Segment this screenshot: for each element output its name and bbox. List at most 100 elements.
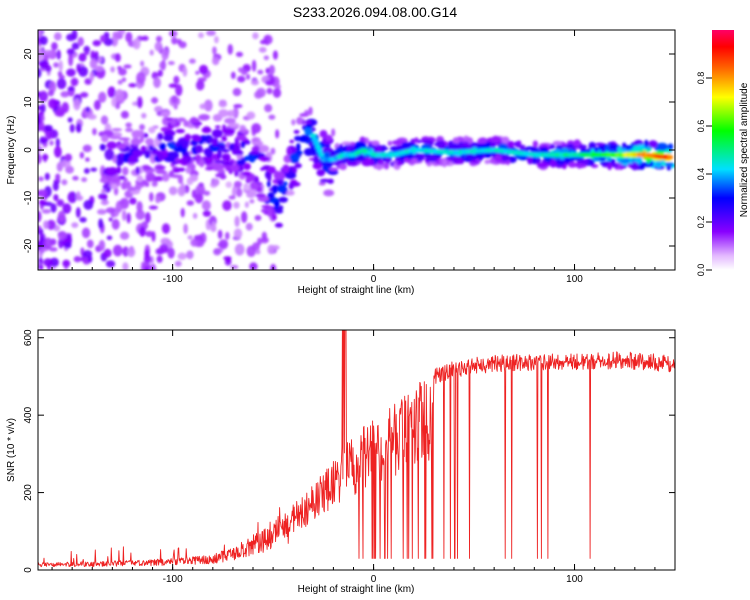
spectrogram-cell — [93, 99, 101, 111]
spectrogram-cell — [191, 134, 201, 140]
spectrogram-cell — [150, 263, 157, 270]
spectrogram-cell — [324, 143, 331, 148]
spectrogram-cell — [195, 184, 206, 195]
spectrogram-cell — [414, 137, 419, 144]
spectrogram-cell — [289, 153, 300, 162]
spectrogram-cell — [48, 98, 58, 109]
spectrogram-cell — [78, 52, 87, 62]
spectrogram-cell — [234, 215, 240, 228]
spectrogram-cell — [565, 143, 575, 150]
colorbar: 0.0 0.2 0.4 0.6 0.8 Normalized spectral ampl… — [696, 30, 750, 276]
spectrogram-cell — [131, 130, 144, 138]
spectrogram-cell — [186, 250, 194, 260]
spectrogram-cell — [272, 87, 282, 98]
spectrogram-ridge-cell — [311, 137, 318, 142]
spectrogram-cell — [224, 231, 230, 240]
spectrogram-cell — [661, 161, 666, 166]
spectrogram-cell — [110, 177, 121, 183]
spectrogram-cell — [100, 199, 110, 206]
spectrogram-cell — [64, 153, 73, 162]
spectrogram-cell — [132, 38, 141, 50]
spectrogram-cell — [50, 203, 57, 213]
spectrogram-cell — [312, 162, 323, 170]
spectrogram-cell — [270, 263, 277, 270]
spectrogram-cell — [38, 30, 42, 39]
spectrogram-cell — [173, 75, 180, 85]
spectrogram-cell — [111, 128, 123, 132]
spectrogram-ridge-cell — [318, 152, 325, 157]
spectrogram-cell — [234, 243, 245, 256]
spectrogram-cell — [316, 169, 326, 177]
spectrogram-cell — [110, 66, 115, 73]
spectrogram-cell — [271, 213, 277, 221]
spectrogram-cell — [211, 221, 216, 232]
spectrogram-cell — [107, 86, 116, 98]
spectrogram-cell — [98, 91, 107, 103]
spectrogram-cell — [274, 209, 284, 214]
spectrogram-cell — [547, 146, 553, 150]
spectrogram-x-ticks: -100 0 100 — [51, 30, 676, 285]
spectrogram-cell — [568, 148, 573, 154]
colorbar-tick-label: 0.8 — [696, 72, 706, 85]
spectrogram-cell — [176, 167, 186, 172]
spectrogram-cell — [38, 90, 48, 102]
spectrogram-cell — [211, 137, 219, 146]
spectrogram-cell — [286, 190, 295, 196]
spectrogram-cell — [38, 210, 42, 223]
spectrogram-cell — [117, 79, 123, 85]
spectrogram-cell — [490, 136, 502, 143]
spectrogram-cell — [148, 205, 158, 210]
spectrogram-cell — [243, 184, 251, 191]
spectrogram-cell — [240, 141, 246, 149]
spectrogram-cell — [221, 153, 229, 161]
spectrogram-cell — [256, 87, 266, 98]
spectrogram-cell — [261, 205, 272, 209]
spectrogram-cell — [229, 164, 240, 172]
spectrogram-cell — [43, 237, 53, 250]
spectrogram-cell — [251, 140, 264, 146]
spectrogram-cell — [325, 134, 333, 142]
spectrogram-cell — [224, 117, 236, 124]
spectrogram-cell — [168, 83, 178, 88]
spectrogram-cell — [157, 69, 163, 77]
spectrogram-cell — [354, 141, 367, 151]
spectrogram-cell — [75, 207, 81, 218]
spectrogram-cell — [55, 137, 61, 148]
spectrogram-cell — [101, 134, 109, 143]
spectrogram-y-ticks: -20 -10 0 10 20 — [23, 48, 675, 253]
spectrogram-cell — [155, 196, 161, 204]
spectrogram-cell — [211, 129, 223, 138]
spectrogram-cell — [145, 175, 152, 182]
spectrogram-cell — [228, 122, 240, 128]
spectrogram-cell — [246, 245, 256, 257]
spectrogram-cell — [318, 181, 326, 186]
spectrogram-cell — [163, 134, 174, 142]
spectrogram-cell — [65, 165, 74, 174]
spectrogram-cell — [43, 220, 49, 230]
spectrogram-cell — [319, 130, 328, 138]
spectrogram-cell — [76, 191, 81, 201]
spectrogram-cell — [104, 148, 115, 161]
spectrogram-cell — [478, 137, 488, 144]
spectrogram-cell — [265, 80, 275, 86]
spectrogram-cell — [278, 196, 288, 203]
spectrogram-cell — [38, 176, 44, 182]
spectrogram-cell — [327, 169, 339, 175]
spectrogram-cell — [83, 45, 91, 54]
spectrogram-cell — [339, 163, 347, 171]
spectrogram-cell — [72, 175, 79, 181]
spectrogram-cell — [458, 141, 464, 148]
spectrogram-cell — [168, 151, 180, 159]
spectrogram-cell — [201, 200, 211, 211]
spectrogram-cell — [194, 192, 204, 204]
spectrogram-cell — [668, 143, 674, 151]
spectrogram-cell — [489, 141, 497, 148]
spectrogram-cell — [118, 137, 131, 141]
spectrogram-cell — [624, 145, 634, 150]
spectrogram-cell — [226, 109, 236, 117]
spectrogram-cell — [167, 61, 175, 66]
spectrogram-cell — [151, 181, 158, 187]
spectrogram-cell — [168, 186, 178, 196]
spectrogram-cell — [135, 166, 140, 175]
spectrogram-cell — [182, 66, 188, 77]
